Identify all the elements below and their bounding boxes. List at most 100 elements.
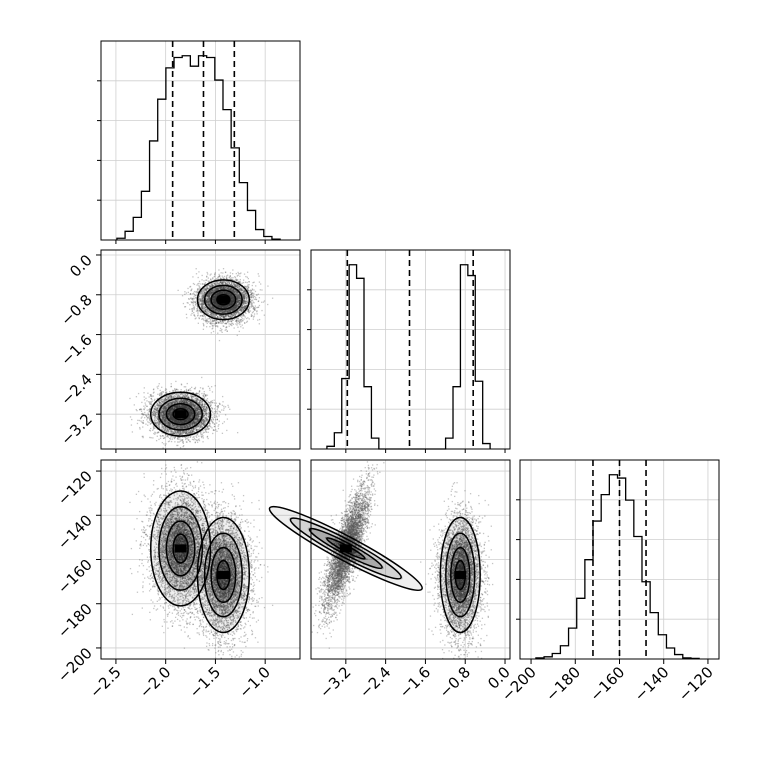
scatter-point	[209, 425, 210, 426]
scatter-point	[132, 431, 133, 432]
scatter-point	[256, 299, 257, 300]
scatter-point	[261, 302, 262, 303]
scatter-point	[209, 326, 210, 327]
scatter-point	[209, 390, 210, 391]
scatter-point	[189, 309, 190, 310]
scatter-point	[247, 284, 248, 285]
scatter-point	[160, 438, 161, 439]
scatter-point	[162, 442, 163, 443]
scatter-point	[221, 330, 222, 331]
scatter-point	[221, 272, 222, 273]
scatter-point	[222, 433, 223, 434]
scatter-point	[231, 325, 232, 326]
scatter-point	[191, 301, 192, 302]
scatter-point	[249, 318, 250, 319]
scatter-point	[207, 436, 208, 437]
scatter-point	[201, 393, 202, 394]
scatter-point	[205, 317, 206, 318]
scatter-point	[212, 391, 213, 392]
scatter-point	[188, 292, 189, 293]
scatter-point	[194, 291, 195, 292]
scatter-point	[143, 406, 144, 407]
scatter-point	[184, 386, 185, 387]
scatter-point	[203, 316, 204, 317]
scatter-point	[239, 319, 240, 320]
scatter-point	[183, 303, 184, 304]
scatter-point	[194, 306, 195, 307]
scatter-point	[217, 410, 218, 411]
scatter-point	[184, 294, 185, 295]
scatter-point	[250, 310, 251, 311]
scatter-point	[199, 318, 200, 319]
scatter-point	[211, 415, 212, 416]
scatter-point	[139, 428, 140, 429]
scatter-point	[229, 409, 230, 410]
scatter-point	[224, 421, 225, 422]
scatter-point	[212, 323, 213, 324]
scatter-point	[158, 385, 159, 386]
scatter-point	[231, 277, 232, 278]
scatter-point	[214, 276, 215, 277]
scatter-point	[182, 439, 183, 440]
scatter-point	[247, 317, 248, 318]
scatter-point	[253, 289, 254, 290]
scatter-point	[230, 320, 231, 321]
scatter-point	[147, 410, 148, 411]
scatter-point	[244, 322, 245, 323]
scatter-point	[239, 276, 240, 277]
scatter-point	[184, 306, 185, 307]
scatter-point	[131, 424, 132, 425]
scatter-point	[200, 387, 201, 388]
scatter-point	[212, 400, 213, 401]
scatter-point	[242, 327, 243, 328]
scatter-point	[210, 324, 211, 325]
scatter-point	[244, 273, 245, 274]
scatter-point	[218, 424, 219, 425]
scatter-point	[207, 272, 208, 273]
scatter-point	[141, 402, 142, 403]
scatter-point	[150, 428, 151, 429]
scatter-point	[203, 323, 204, 324]
histogram-step-3	[536, 475, 699, 659]
scatter-point	[208, 277, 209, 278]
scatter-point	[143, 392, 144, 393]
scatter-point	[252, 285, 253, 286]
scatter-point	[154, 400, 155, 401]
scatter-point	[207, 398, 208, 399]
scatter-point	[191, 387, 192, 388]
scatter-point	[196, 433, 197, 434]
scatter-point	[153, 389, 154, 390]
scatter-point	[225, 406, 226, 407]
scatter-point	[149, 430, 150, 431]
scatter-point	[150, 406, 151, 407]
scatter-point	[144, 399, 145, 400]
scatter-point	[188, 298, 189, 299]
scatter-point	[211, 421, 212, 422]
scatter-point	[181, 389, 182, 390]
scatter-point	[259, 319, 260, 320]
scatter-point	[216, 325, 217, 326]
scatter-point	[237, 335, 238, 336]
scatter-point	[216, 403, 217, 404]
scatter-point	[159, 383, 160, 384]
scatter-point	[174, 438, 175, 439]
scatter-point	[258, 300, 259, 301]
scatter-point	[206, 326, 207, 327]
scatter-point	[165, 445, 166, 446]
scatter-point	[233, 324, 234, 325]
scatter-point	[191, 308, 192, 309]
scatter-point	[201, 319, 202, 320]
scatter-point	[141, 416, 142, 417]
scatter-point	[147, 421, 148, 422]
scatter-point	[198, 438, 199, 439]
scatter-point	[214, 408, 215, 409]
scatter-point	[256, 310, 257, 311]
scatter-point	[147, 393, 148, 394]
scatter-point	[247, 277, 248, 278]
scatter-point	[229, 326, 230, 327]
scatter-point	[168, 436, 169, 437]
scatter-point	[192, 439, 193, 440]
scatter-point	[144, 387, 145, 388]
scatter-point	[145, 402, 146, 403]
